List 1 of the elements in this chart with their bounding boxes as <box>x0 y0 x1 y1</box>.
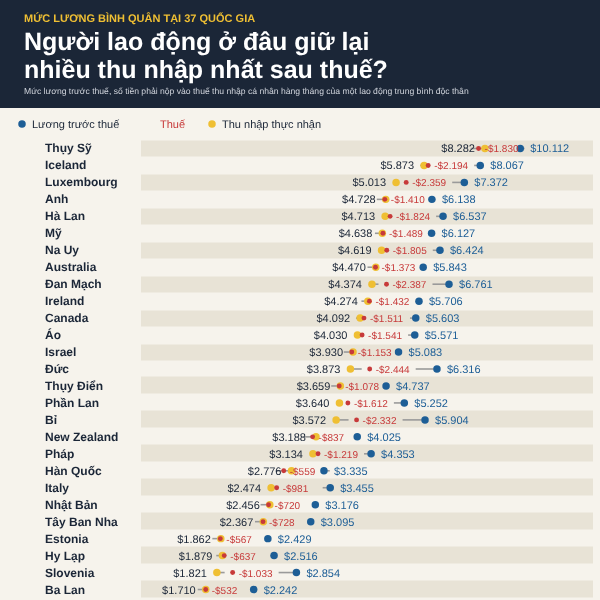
text: Người lao động ở đâu giữ lại nhiều thu nhập nhất sau thuế? <box>24 28 388 84</box>
